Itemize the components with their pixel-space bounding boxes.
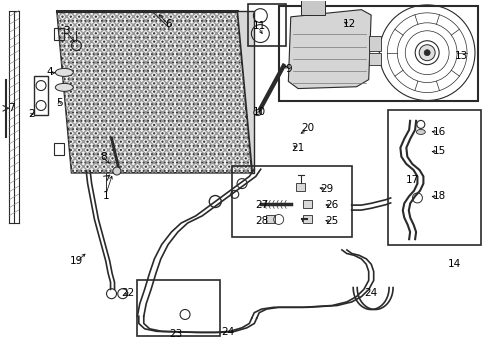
Bar — [265, 216, 274, 224]
Bar — [278, 6, 477, 101]
Text: 11: 11 — [252, 21, 265, 31]
Polygon shape — [288, 10, 370, 89]
Text: 16: 16 — [432, 127, 445, 136]
Text: 4: 4 — [46, 67, 53, 77]
Ellipse shape — [415, 130, 425, 134]
Bar — [368, 36, 380, 51]
Text: 3: 3 — [63, 26, 70, 36]
Text: 25: 25 — [325, 216, 338, 226]
Text: 14: 14 — [447, 259, 460, 269]
Text: 1: 1 — [102, 191, 109, 201]
Bar — [387, 110, 480, 244]
Circle shape — [418, 45, 434, 61]
Text: 29: 29 — [320, 184, 333, 194]
Bar — [34, 76, 48, 116]
Bar — [137, 280, 220, 336]
Bar — [300, 0, 325, 15]
Text: 13: 13 — [454, 51, 467, 61]
Circle shape — [113, 167, 121, 175]
Text: 26: 26 — [325, 200, 338, 210]
Text: 8: 8 — [100, 152, 106, 162]
Text: 27: 27 — [254, 200, 267, 210]
Text: 17: 17 — [405, 175, 418, 185]
Circle shape — [423, 50, 429, 56]
Bar — [54, 28, 63, 40]
Bar — [248, 4, 285, 45]
Ellipse shape — [55, 68, 73, 76]
Bar — [303, 201, 311, 208]
Text: 15: 15 — [432, 146, 445, 156]
Text: 24: 24 — [221, 327, 234, 337]
Bar — [303, 216, 311, 224]
Bar — [54, 143, 63, 155]
Ellipse shape — [253, 109, 261, 116]
Text: 21: 21 — [291, 143, 304, 153]
Text: 18: 18 — [432, 191, 445, 201]
Text: 19: 19 — [70, 256, 83, 266]
Ellipse shape — [55, 84, 73, 91]
Text: 5: 5 — [56, 98, 62, 108]
Text: 20: 20 — [301, 123, 314, 133]
Text: 2: 2 — [28, 109, 35, 119]
Bar — [232, 166, 351, 237]
Polygon shape — [237, 12, 254, 173]
Bar — [295, 183, 305, 191]
Text: 12: 12 — [342, 19, 355, 29]
Text: 22: 22 — [121, 288, 134, 298]
Text: 7: 7 — [8, 103, 15, 113]
Text: 28: 28 — [254, 216, 267, 226]
Text: 9: 9 — [285, 64, 291, 74]
Bar — [368, 53, 380, 65]
Text: 23: 23 — [169, 329, 183, 339]
Text: 10: 10 — [252, 107, 265, 117]
Text: 6: 6 — [165, 19, 172, 29]
Text: 24: 24 — [364, 288, 377, 298]
Polygon shape — [57, 12, 251, 173]
